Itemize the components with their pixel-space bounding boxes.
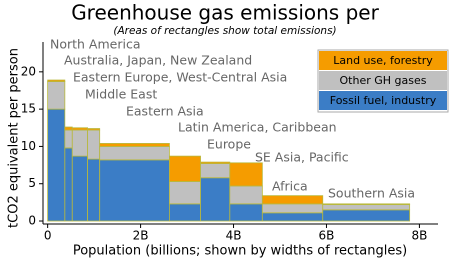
- y-axis-label: tCO2 equivalent per person: [7, 48, 22, 228]
- bar-segment: [87, 129, 101, 160]
- region-label: Africa: [272, 179, 308, 194]
- bar-segment: [168, 181, 201, 205]
- region-label: Latin America, Caribbean: [178, 120, 337, 135]
- bar-segment: [322, 209, 411, 222]
- bar-segment: [71, 127, 89, 131]
- bar-segment: [200, 163, 231, 179]
- region-label: Europe: [207, 137, 251, 152]
- region-label: Middle East: [85, 87, 157, 102]
- bar-segment: [71, 155, 89, 222]
- x-tick-label: 2B: [133, 229, 149, 243]
- bar-segment: [47, 81, 66, 110]
- legend-label: Fossil fuel, industry: [330, 94, 437, 107]
- x-tick-label: 0: [44, 229, 52, 243]
- bar-segment: [71, 129, 89, 157]
- bar-segment: [200, 177, 231, 222]
- region-label: Eastern Europe, West-Central Asia: [73, 70, 287, 85]
- region-label: Australia, Japan, New Zealand: [64, 53, 252, 68]
- x-axis-label: Population (billions; shown by widths of…: [73, 244, 407, 259]
- legend-swatch: [319, 51, 447, 70]
- chart-title: Greenhouse gas emissions per: [71, 1, 379, 25]
- region-label: Southern Asia: [328, 186, 415, 201]
- bar-segment: [322, 204, 411, 211]
- y-tick-label: 5: [28, 176, 36, 190]
- bar-segment: [229, 162, 263, 187]
- x-tick-label: 6B: [319, 229, 335, 243]
- bar-segment: [99, 143, 170, 147]
- x-tick-label: 8B: [411, 229, 427, 243]
- bar-segment: [229, 203, 263, 222]
- legend-swatch: [319, 91, 447, 110]
- region-label: SE Asia, Pacific: [255, 150, 349, 165]
- bar-segment: [200, 161, 231, 164]
- bar-segment: [64, 147, 73, 222]
- y-tick-label: 20: [21, 64, 36, 78]
- bar-segment: [47, 108, 66, 222]
- bar-segment: [64, 126, 73, 131]
- bar-segment: [87, 128, 101, 131]
- legend-label: Land use, forestry: [333, 54, 433, 67]
- bar-segment: [261, 203, 324, 214]
- legend-label: Other GH gases: [340, 74, 427, 87]
- legend-swatch: [319, 71, 447, 90]
- region-label: North America: [50, 37, 141, 52]
- bar-segment: [229, 185, 263, 205]
- bar-segment: [99, 146, 170, 161]
- y-tick-label: 15: [21, 102, 36, 116]
- bar-segment: [99, 159, 170, 222]
- chart-subtitle: (Areas of rectangles show total emission…: [113, 25, 336, 37]
- bar-segment: [87, 158, 101, 222]
- y-tick-label: 0: [28, 214, 36, 228]
- bar-segment: [168, 155, 201, 182]
- bar-segment: [261, 195, 324, 205]
- y-tick-label: 10: [21, 139, 36, 153]
- bar-segment: [168, 203, 201, 222]
- bar-segment: [261, 212, 324, 222]
- region-label: Eastern Asia: [126, 104, 204, 119]
- x-tick-label: 4B: [226, 229, 242, 243]
- bar-segment: [47, 79, 66, 82]
- bar-segment: [322, 203, 411, 206]
- bar-segment: [64, 129, 73, 149]
